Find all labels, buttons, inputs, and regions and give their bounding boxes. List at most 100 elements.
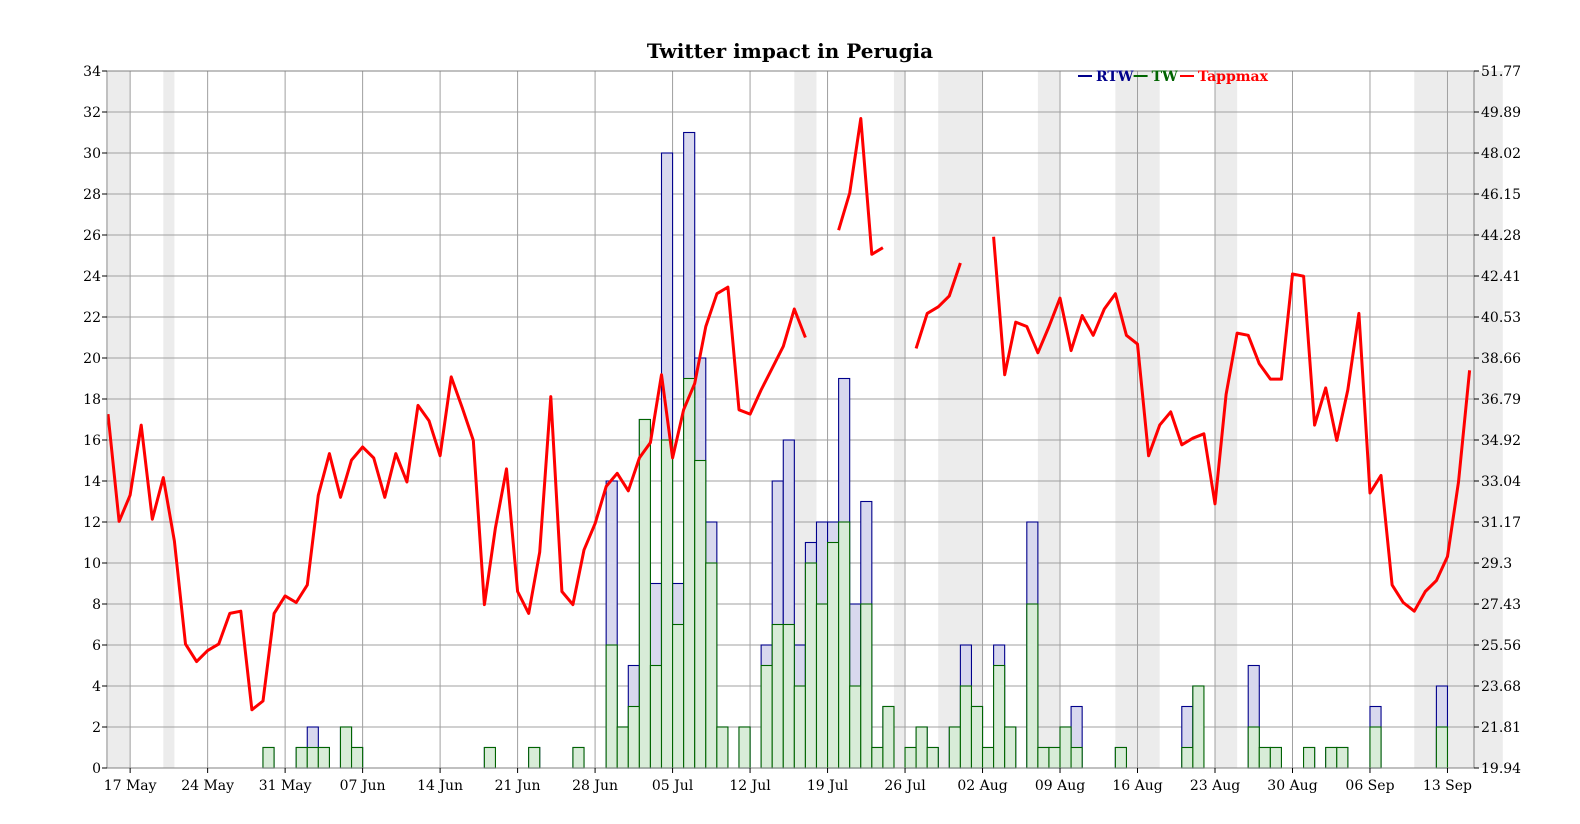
tw-bar xyxy=(1258,746,1271,769)
tappmax-segment xyxy=(106,285,807,712)
left-tick-label: 18 xyxy=(83,392,101,408)
x-tick-label: 17 May xyxy=(104,778,157,794)
left-tick-label: 26 xyxy=(83,228,101,244)
tw-bar xyxy=(1070,746,1083,769)
tw-bar xyxy=(1369,726,1382,769)
tw-bar xyxy=(1325,746,1338,769)
x-tick-label: 06 Sep xyxy=(1345,778,1394,794)
x-tick-label: 14 Jun xyxy=(417,778,463,794)
right-tick-label: 34.92 xyxy=(1481,433,1521,449)
tw-bar xyxy=(660,439,674,769)
tw-bar xyxy=(1059,726,1072,769)
left-tick-label: 28 xyxy=(83,187,101,203)
tw-bar xyxy=(915,726,928,769)
tw-bar xyxy=(1037,746,1050,769)
tw-bar xyxy=(970,705,984,769)
weekend-band xyxy=(1414,71,1503,768)
x-tick-label: 16 Aug xyxy=(1112,778,1162,794)
right-tick-label: 33.04 xyxy=(1481,474,1521,490)
tw-bar xyxy=(871,746,884,769)
right-tick-labels: 19.94 21.81 23.68 25.56 27.43 29.3 31.17 33.04 3… xyxy=(1474,64,1521,777)
tw-bars xyxy=(262,131,1449,769)
tw-bar xyxy=(981,746,995,769)
x-tick-label: 13 Sep xyxy=(1423,778,1472,794)
right-tick-label: 51.77 xyxy=(1481,64,1521,80)
legend: RTW TW Tappmax xyxy=(1078,69,1269,85)
tw-bar xyxy=(782,623,795,769)
x-tick-labels: 17 May 24 May 31 May 07 Jun 14 Jun 21 Jun 28 J… xyxy=(104,768,1472,794)
x-tick-label: 28 Jun xyxy=(572,778,618,794)
left-tick-label: 20 xyxy=(83,351,101,367)
tw-bar xyxy=(1435,726,1449,769)
weekend-band xyxy=(805,71,817,768)
tw-bar xyxy=(959,685,973,769)
tw-bar xyxy=(649,664,663,769)
tw-bar xyxy=(262,746,275,769)
tw-bar xyxy=(993,664,1006,769)
left-tick-label: 30 xyxy=(83,146,101,162)
right-tick-label: 46.15 xyxy=(1481,187,1521,203)
tappmax-line xyxy=(106,117,1472,712)
right-tick-label: 19.94 xyxy=(1481,761,1521,777)
tw-bar xyxy=(1303,746,1316,769)
tw-bar xyxy=(838,521,851,769)
tw-bar xyxy=(295,746,308,769)
tappmax-segment xyxy=(837,117,884,256)
tw-bar xyxy=(350,746,364,769)
left-tick-label: 34 xyxy=(83,64,101,80)
tappmax-segment xyxy=(992,236,1472,613)
x-tick-label: 30 Aug xyxy=(1267,778,1317,794)
x-tick-label: 19 Jul xyxy=(807,778,849,794)
right-tick-label: 31.17 xyxy=(1481,515,1521,531)
x-tick-label: 26 Jul xyxy=(884,778,926,794)
tw-bar xyxy=(1247,726,1260,769)
right-tick-label: 48.02 xyxy=(1481,146,1521,162)
plot-frame xyxy=(106,70,1475,769)
tw-bar xyxy=(904,746,917,769)
tw-bar xyxy=(849,685,862,769)
tappmax-segment xyxy=(914,262,962,349)
tw-bar xyxy=(738,726,751,769)
x-tick-label: 02 Aug xyxy=(957,778,1007,794)
x-tick-label: 23 Aug xyxy=(1190,778,1240,794)
right-tick-label: 23.68 xyxy=(1481,679,1521,695)
tw-bar xyxy=(528,746,541,769)
tw-bar xyxy=(804,562,818,769)
right-tick-label: 21.81 xyxy=(1481,720,1521,736)
tw-bar xyxy=(627,705,640,769)
tw-bar xyxy=(572,746,585,769)
right-tick-label: 38.66 xyxy=(1481,351,1521,367)
tw-bar xyxy=(882,705,895,769)
left-tick-label: 12 xyxy=(83,515,101,531)
tw-bar xyxy=(694,459,707,769)
weekend-band xyxy=(163,71,175,768)
x-tick-label: 05 Jul xyxy=(652,778,694,794)
right-tick-label: 36.79 xyxy=(1481,392,1521,408)
left-tick-label: 0 xyxy=(92,761,101,777)
tw-bar xyxy=(1181,746,1194,769)
tw-bar xyxy=(860,603,873,769)
axes xyxy=(106,70,1475,769)
right-tick-label: 25.56 xyxy=(1481,638,1521,654)
x-tick-label: 07 Jun xyxy=(340,778,386,794)
left-tick-label: 16 xyxy=(83,433,101,449)
legend-label: Tappmax xyxy=(1198,69,1269,85)
right-tick-label: 49.89 xyxy=(1481,105,1521,121)
left-tick-label: 22 xyxy=(83,310,101,326)
weekend-band xyxy=(893,71,906,768)
tw-bar xyxy=(948,726,961,769)
tw-bar xyxy=(672,623,685,769)
left-tick-label: 14 xyxy=(83,474,101,490)
x-tick-label: 12 Jul xyxy=(729,778,771,794)
right-tick-label: 44.28 xyxy=(1481,228,1521,244)
x-tick-label: 21 Jun xyxy=(495,778,541,794)
tw-bar xyxy=(1114,746,1127,769)
tw-bar xyxy=(1269,746,1282,769)
weekend-band xyxy=(1037,71,1061,768)
left-tick-label: 2 xyxy=(92,720,101,736)
left-tick-label: 6 xyxy=(92,638,101,654)
tw-bar xyxy=(306,746,319,769)
tw-bar xyxy=(605,644,618,769)
left-tick-label: 4 xyxy=(92,679,101,695)
